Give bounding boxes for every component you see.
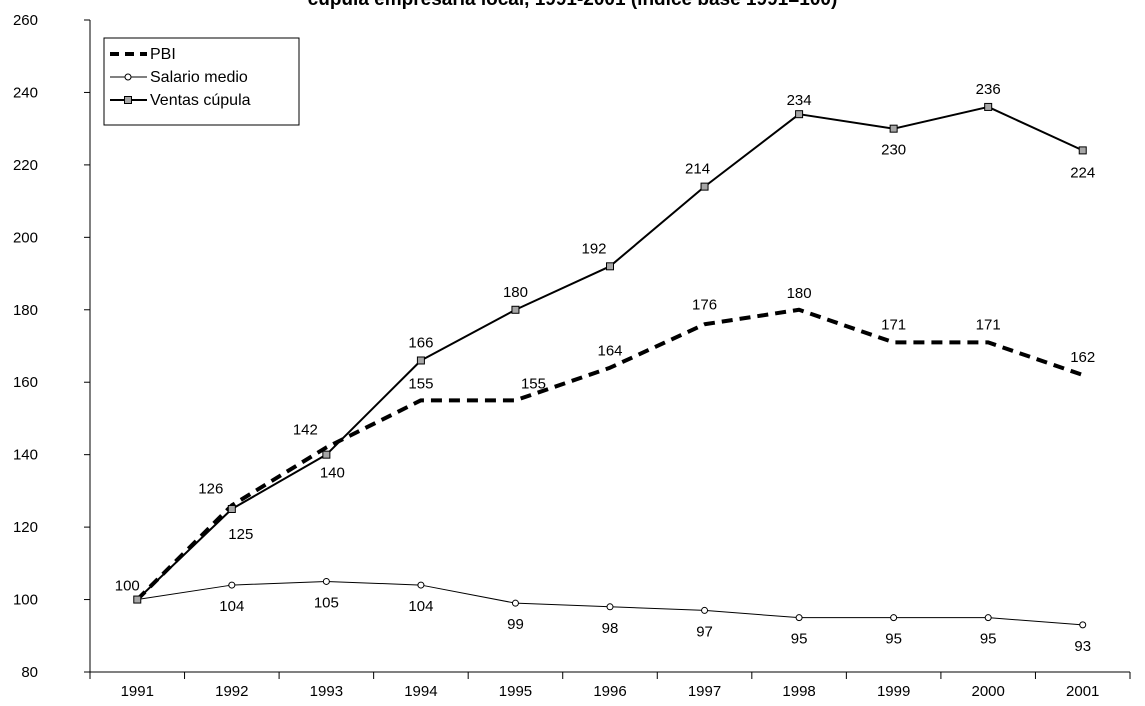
salario-data-label: 98 <box>602 620 619 637</box>
salario-data-label: 93 <box>1074 638 1091 655</box>
pbi-data-label: 180 <box>787 285 812 302</box>
ventas-data-label: 180 <box>503 284 528 301</box>
ventas-data-label: 224 <box>1070 164 1095 181</box>
salario-point <box>606 603 614 611</box>
ventas-data-label: 236 <box>976 81 1001 98</box>
ventas-data-label: 140 <box>320 465 345 482</box>
ventas-point <box>700 182 709 191</box>
salario-point <box>417 581 425 589</box>
salario-data-label: 104 <box>219 598 244 615</box>
series-line-0 <box>135 307 1084 601</box>
legend-label: Ventas cúpula <box>150 92 251 109</box>
x-tick-label: 2001 <box>1066 683 1099 700</box>
ventas-point <box>889 124 898 133</box>
salario-data-label: 95 <box>980 631 997 648</box>
legend-box <box>103 37 300 126</box>
pbi-data-label: 142 <box>293 421 318 438</box>
y-tick-label: 180 <box>13 302 38 319</box>
chart-title: cúpula empresaria local, 1991-2001 (índi… <box>0 0 1145 11</box>
salario-point <box>511 599 519 607</box>
pbi-data-label: 155 <box>408 375 433 392</box>
salario-point <box>984 614 992 622</box>
x-tick-label: 1997 <box>688 683 721 700</box>
series-markers <box>133 102 1087 629</box>
x-tick-label: 1999 <box>877 683 910 700</box>
salario-data-label: 95 <box>885 631 902 648</box>
salario-data-label: 95 <box>791 631 808 648</box>
x-tick-label: 2000 <box>971 683 1004 700</box>
pbi-data-label: 171 <box>976 316 1001 333</box>
ventas-data-label: 192 <box>581 240 606 257</box>
y-tick-label: 100 <box>13 592 38 609</box>
salario-point <box>890 614 898 622</box>
ventas-data-label: 230 <box>881 142 906 159</box>
ventas-point <box>511 305 520 314</box>
salario-point <box>1079 621 1087 629</box>
pbi-data-label: 176 <box>692 296 717 313</box>
x-tick-label: 1993 <box>310 683 343 700</box>
series-line-1 <box>137 580 1083 626</box>
y-tick-label: 140 <box>13 447 38 464</box>
y-tick-label: 260 <box>13 12 38 29</box>
x-tick-label: 1995 <box>499 683 532 700</box>
ventas-point <box>227 505 236 513</box>
ventas-point <box>416 356 425 365</box>
salario-point <box>228 581 236 589</box>
legend-label: Salario medio <box>150 69 248 86</box>
tick-labels: 80 100 120 140 160 180 200 220 240 260 1991 1992 199… <box>13 12 1099 700</box>
series-lines <box>135 105 1084 626</box>
salario-data-label: 97 <box>696 623 713 640</box>
y-tick-label: 80 <box>21 664 38 681</box>
data-labels: 126 142 155 155 164 176 180 171 171 162 104 105 104 9… <box>115 81 1095 655</box>
pbi-data-label: 162 <box>1070 349 1095 366</box>
x-tick-label: 1996 <box>593 683 626 700</box>
legend-marker-square <box>124 96 132 104</box>
pbi-data-label: 171 <box>881 316 906 333</box>
legend-label: PBI <box>150 46 176 63</box>
ventas-data-label: 234 <box>787 92 812 109</box>
ventas-point <box>606 262 614 271</box>
y-tick-label: 200 <box>13 229 38 246</box>
ventas-data-label: 100 <box>115 578 140 595</box>
salario-point <box>795 614 803 622</box>
y-tick-label: 120 <box>13 519 38 536</box>
salario-data-label: 104 <box>408 598 433 615</box>
ventas-point <box>322 450 331 459</box>
x-tick-label: 1994 <box>404 683 437 700</box>
ventas-data-label: 125 <box>228 526 253 543</box>
salario-point <box>322 577 330 585</box>
y-tick-label: 160 <box>13 374 38 391</box>
pbi-data-label: 126 <box>198 480 223 497</box>
y-tick-label: 220 <box>13 157 38 174</box>
y-tick-label: 240 <box>13 84 38 101</box>
ventas-data-label: 166 <box>408 334 433 351</box>
x-tick-label: 1991 <box>121 683 154 700</box>
x-tick-label: 1998 <box>782 683 815 700</box>
ventas-data-label: 214 <box>685 161 710 178</box>
salario-point <box>701 606 709 614</box>
legend-marker-circle <box>124 73 132 81</box>
axes <box>84 19 1131 679</box>
salario-data-label: 105 <box>314 594 339 611</box>
ventas-point <box>133 595 142 604</box>
ventas-point <box>1078 146 1087 155</box>
salario-data-label: 99 <box>507 616 524 633</box>
x-tick-label: 1992 <box>215 683 248 700</box>
ventas-point <box>984 102 993 111</box>
pbi-data-label: 155 <box>521 375 546 392</box>
legend: PBI Salario medio Ventas cúpula <box>103 37 300 126</box>
pbi-data-label: 164 <box>597 343 622 360</box>
ventas-point <box>795 110 804 119</box>
